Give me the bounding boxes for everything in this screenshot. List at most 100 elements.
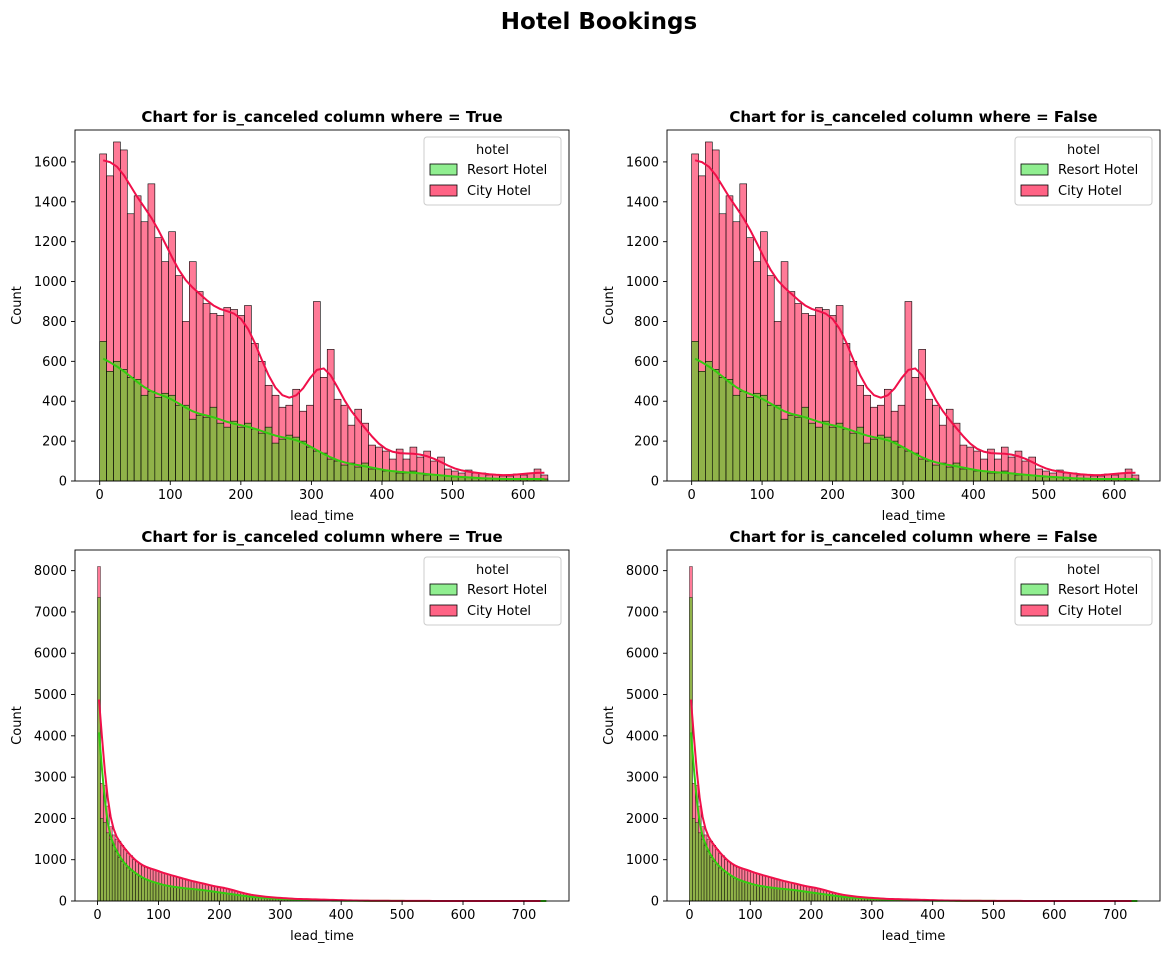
legend-entry: Resort Hotel	[1058, 583, 1138, 598]
overlap-bar	[744, 882, 749, 902]
overlap-bar	[735, 879, 740, 902]
overlap-bar	[395, 472, 404, 482]
overlap-bar	[211, 891, 215, 902]
x-tick-label: 0	[96, 488, 104, 503]
overlap-bar	[138, 876, 142, 902]
overlap-bar	[782, 888, 786, 902]
overlap-bar	[106, 371, 114, 482]
y-tick-label: 1000	[626, 275, 659, 290]
overlap-bar	[753, 392, 761, 482]
x-tick-label: 0	[688, 488, 696, 503]
legend-swatch	[429, 604, 458, 617]
overlap-bar	[698, 371, 706, 482]
x-tick-label: 100	[158, 488, 183, 503]
overlap-bar	[340, 464, 349, 482]
y-tick-label: 1000	[34, 275, 67, 290]
chart-panel-4: Chart for is_canceled column where = Fal…	[602, 528, 1161, 944]
overlap-bar	[299, 440, 307, 482]
overlap-bar	[770, 887, 775, 902]
legend-swatch	[1020, 583, 1049, 596]
y-tick-label: 400	[634, 395, 659, 410]
overlap-bar	[126, 867, 130, 902]
overlap-bar	[779, 888, 784, 902]
overlap-bar	[918, 458, 926, 482]
overlap-bar	[161, 392, 169, 482]
overlap-bar	[158, 883, 163, 902]
legend-entry: Resort Hotel	[467, 163, 547, 178]
overlap-bar	[692, 818, 696, 902]
overlap-bar	[849, 432, 858, 482]
overlap-bar	[773, 404, 782, 482]
overlap-bar	[698, 832, 702, 902]
panel-title: Chart for is_canceled column where = Tru…	[141, 108, 502, 126]
overlap-bar	[111, 845, 116, 902]
overlap-bar	[811, 892, 816, 902]
chart-panel-2: Chart for is_canceled column where = Fal…	[602, 108, 1161, 524]
x-tick-label: 600	[1102, 488, 1127, 503]
overlap-bar	[732, 394, 741, 482]
overlap-bar	[842, 428, 851, 482]
overlap-bar	[987, 472, 995, 482]
overlap-bar	[347, 462, 356, 482]
city-hotel-kde-line	[689, 699, 1132, 902]
overlap-bar	[808, 892, 813, 902]
overlap-bar	[402, 472, 411, 482]
overlap-bar	[313, 450, 321, 482]
overlap-bar	[223, 892, 227, 902]
overlap-bar	[271, 442, 280, 482]
overlap-bar	[103, 822, 107, 902]
overlap-bar	[945, 466, 954, 482]
legend-swatch	[429, 583, 458, 596]
overlap-bar	[173, 886, 177, 902]
overlap-bar	[911, 452, 920, 482]
overlap-bar	[175, 404, 183, 482]
overlap-bar	[959, 468, 968, 482]
overlap-bar	[762, 886, 766, 902]
overlap-bar	[292, 436, 300, 482]
overlap-bar	[164, 885, 168, 902]
panel-title: Chart for is_canceled column where = Fal…	[729, 108, 1097, 126]
overlap-bar	[126, 376, 135, 482]
overlap-bar	[199, 889, 203, 902]
overlap-bar	[715, 863, 719, 902]
overlap-bar	[709, 857, 714, 902]
y-tick-label: 8000	[34, 564, 67, 579]
x-tick-label: 600	[451, 908, 476, 923]
overlap-bar	[354, 466, 363, 482]
overlap-bar	[932, 464, 940, 482]
legend-entry: Resort Hotel	[467, 583, 547, 598]
overlap-bar	[167, 885, 171, 902]
y-tick-label: 1000	[626, 853, 659, 868]
overlap-bar	[168, 394, 176, 482]
overlap-bar	[800, 890, 804, 902]
overlap-bar	[257, 432, 266, 482]
overlap-bar	[703, 845, 708, 902]
plot-frame	[666, 549, 1161, 902]
legend-entry: Resort Hotel	[1058, 163, 1138, 178]
y-tick-label: 2000	[34, 812, 67, 827]
histogram-bars	[99, 141, 549, 482]
overlap-bar	[144, 879, 148, 902]
y-tick-label: 400	[42, 395, 67, 410]
x-tick-label: 600	[1042, 908, 1067, 923]
overlap-bar	[109, 838, 113, 902]
legend-swatch	[1020, 163, 1049, 176]
overlap-bar	[815, 426, 823, 482]
x-tick-label: 200	[799, 908, 824, 923]
city-hotel-kde-line	[694, 159, 1136, 477]
y-tick-label: 5000	[626, 688, 659, 703]
overlap-bar	[806, 891, 810, 902]
overlap-bar	[791, 889, 795, 902]
overlap-bar	[214, 891, 218, 902]
x-tick-label: 100	[750, 488, 775, 503]
y-tick-label: 0	[651, 475, 659, 490]
x-tick-label: 300	[299, 488, 324, 503]
y-tick-label: 1600	[34, 155, 67, 170]
x-tick-label: 600	[511, 488, 536, 503]
overlap-bar	[718, 376, 727, 482]
legend: hotel Resort Hotel City Hotel	[423, 556, 562, 626]
overlap-bar	[185, 888, 189, 902]
y-tick-label: 800	[634, 315, 659, 330]
overlap-bar	[730, 876, 734, 902]
legend: hotel Resort Hotel City Hotel	[1014, 556, 1153, 626]
